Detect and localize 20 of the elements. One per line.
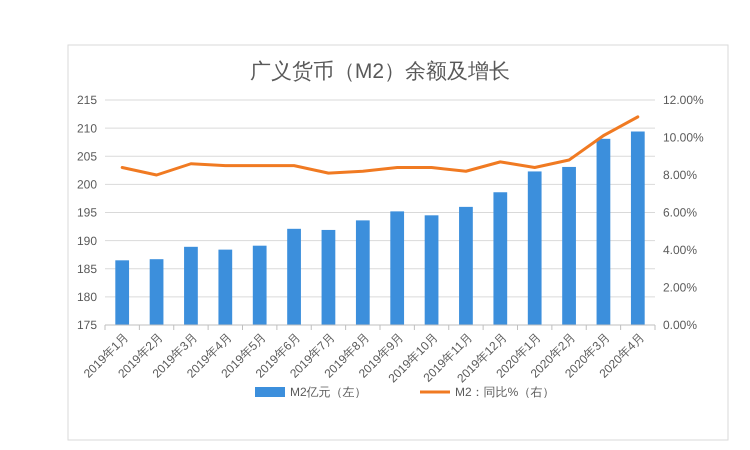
y2-tick-label: 10.00%: [663, 130, 704, 145]
y-tick-label: 195: [76, 206, 98, 220]
y2-tick-label: 4.00%: [663, 243, 698, 258]
y2-tick-label: 6.00%: [663, 206, 698, 220]
y-tick-label: 215: [76, 93, 98, 108]
chart-title: 广义货币（M2）余额及增长: [250, 60, 510, 83]
y-tick-label: 180: [76, 290, 98, 304]
y2-tick-label: 8.00%: [663, 168, 698, 182]
y-tick-label: 190: [76, 234, 98, 248]
y-tick-label: 185: [76, 262, 98, 276]
y2-tick-label: 0.00%: [663, 318, 698, 332]
y-tick-label: 210: [76, 121, 98, 136]
legend-label: M2：同比%（右）: [455, 385, 554, 400]
y2-tick-label: 2.00%: [663, 280, 698, 295]
line-series: [120, 115, 640, 176]
legend-label: M2亿元（左）: [290, 385, 367, 400]
y-tick-label: 175: [76, 318, 98, 332]
y-tick-label: 205: [76, 149, 98, 164]
y-tick-label: 200: [76, 178, 98, 192]
y2-tick-label: 12.00%: [663, 93, 704, 108]
